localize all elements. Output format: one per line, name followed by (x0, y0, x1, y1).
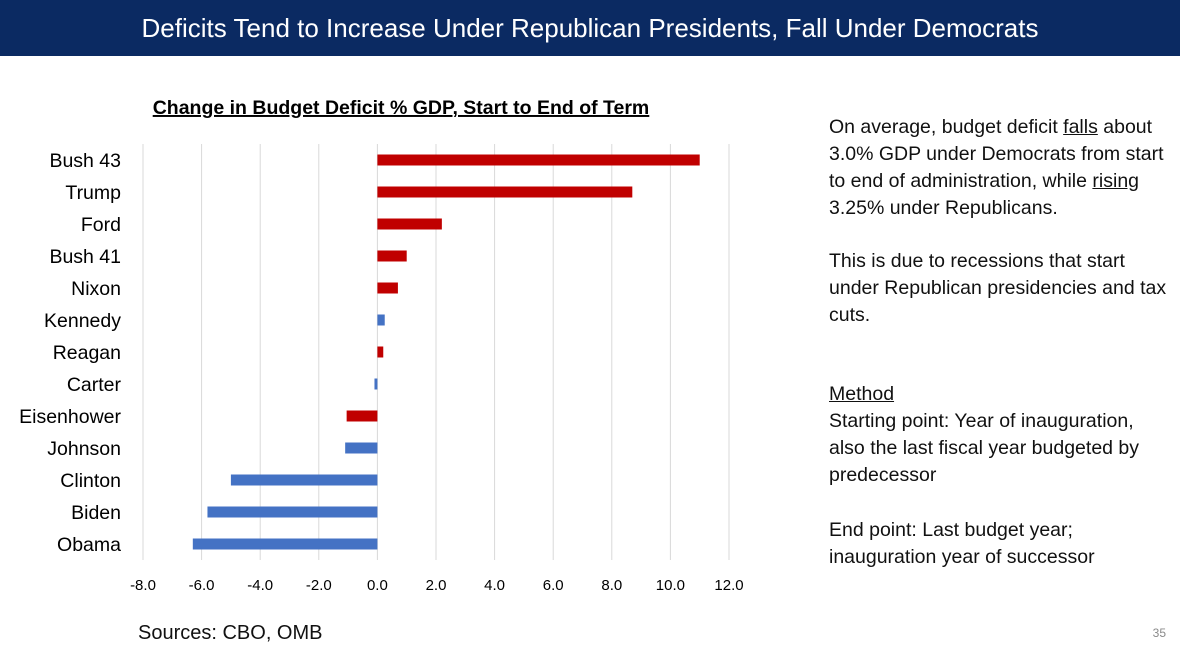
bar-nixon (377, 282, 398, 294)
bar-bush-43 (377, 154, 700, 166)
explanation-paragraph: This is due to recessions that start und… (829, 250, 1167, 326)
slide-title: Deficits Tend to Increase Under Republic… (141, 12, 1039, 43)
bar-reagan (377, 346, 384, 358)
sources-note: Sources: CBO, OMB (138, 622, 323, 644)
x-tick-label: 0.0 (367, 577, 388, 594)
bar-trump (377, 186, 633, 198)
category-label: Reagan (53, 342, 121, 364)
category-label: Bush 43 (49, 150, 121, 172)
category-label: Biden (71, 502, 121, 524)
x-tick-label: 8.0 (601, 577, 622, 594)
method-heading: Method (829, 383, 895, 405)
x-tick-label: 2.0 (426, 577, 447, 594)
slide-title-bar: Deficits Tend to Increase Under Republic… (0, 0, 1180, 56)
method-end-point: End point: Last budget year; inauguratio… (829, 519, 1095, 568)
bar-bush-41 (377, 250, 407, 262)
x-tick-label: 4.0 (484, 577, 505, 594)
bar-ford (377, 218, 442, 230)
bar-johnson (345, 442, 378, 454)
category-label: Ford (81, 214, 121, 236)
chart-x-tick-labels: -8.0 -6.0 -4.0 -2.0 0.0 2.0 4.0 6.0 8.0 10.0 12.0 (130, 577, 744, 594)
category-label: Johnson (47, 438, 121, 460)
chart-title: Change in Budget Deficit % GDP, Start to… (153, 97, 650, 119)
bar-chart: Change in Budget Deficit % GDP, Start to… (19, 97, 744, 594)
x-tick-label: -8.0 (130, 577, 156, 594)
bar-carter (374, 378, 378, 390)
x-tick-label: 10.0 (656, 577, 685, 594)
method-start-point: Starting point: Year of inauguration, al… (829, 410, 1140, 486)
x-tick-label: 6.0 (543, 577, 564, 594)
bar-biden (207, 506, 378, 518)
bar-clinton (230, 474, 378, 486)
x-tick-label: -4.0 (247, 577, 273, 594)
bar-eisenhower (346, 410, 378, 422)
x-tick-label: 12.0 (714, 577, 743, 594)
category-label: Carter (67, 374, 122, 396)
chart-bars (192, 154, 700, 550)
category-label: Obama (57, 534, 121, 556)
chart-gridlines (142, 144, 730, 560)
bar-obama (192, 538, 378, 550)
category-label: Clinton (60, 470, 121, 492)
chart-category-labels: Bush 43 Trump Ford Bush 41 Nixon Kennedy Reaga… (19, 150, 121, 556)
x-tick-label: -2.0 (306, 577, 332, 594)
x-tick-label: -6.0 (189, 577, 215, 594)
category-label: Trump (65, 182, 121, 204)
bar-kennedy (377, 314, 385, 326)
commentary-panel: On average, budget deficit falls about 3… (829, 114, 1169, 571)
slide-number: 35 (1152, 626, 1166, 640)
category-label: Bush 41 (49, 246, 121, 268)
summary-paragraph: On average, budget deficit falls about 3… (829, 116, 1164, 219)
category-label: Kennedy (44, 310, 121, 332)
category-label: Eisenhower (19, 406, 121, 428)
category-label: Nixon (71, 278, 121, 300)
